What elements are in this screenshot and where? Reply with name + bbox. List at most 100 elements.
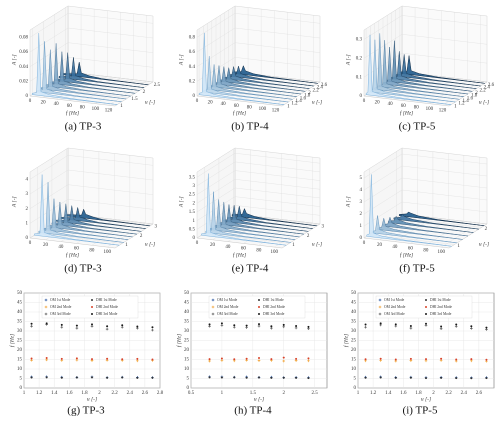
y-tick-label: 30 bbox=[351, 329, 357, 334]
x-tick-label: 80 bbox=[256, 248, 262, 253]
legend-swatch bbox=[211, 305, 215, 309]
z-tick-label: 0 bbox=[26, 94, 29, 99]
x-tick-label: 60 bbox=[241, 247, 247, 252]
marker bbox=[121, 324, 124, 327]
marker bbox=[106, 376, 109, 379]
marker bbox=[364, 358, 367, 361]
y-tick-label: 1 bbox=[287, 104, 290, 109]
z-tick-label: 2 bbox=[193, 201, 196, 206]
marker bbox=[282, 356, 285, 359]
y-tick-label: 1.5 bbox=[131, 97, 138, 102]
marker bbox=[470, 377, 473, 380]
panel: 0 5 10 15 20 25 30 35 40 45 50 1 1.2 1.4 1.6 1.8 2 2.2 2.4… bbox=[8, 291, 163, 416]
marker bbox=[220, 359, 224, 362]
panel: 0 5 10 15 20 25 30 35 40 45 50 0.5 1 1.5 2 2.5 f [Hz] u [… bbox=[175, 291, 328, 417]
grid-line bbox=[249, 12, 288, 103]
panel: 0 0.5 1 1.5 2 2.5 3 3.5 0 20 40 60 80 100 1 2 3 A [-] f [H… bbox=[178, 147, 325, 275]
legend-box bbox=[375, 295, 473, 319]
y-tick-label: 2 bbox=[307, 234, 310, 239]
legend-swatch bbox=[258, 306, 260, 308]
legend-swatch bbox=[378, 305, 382, 309]
z-tick-label: 0.1 bbox=[356, 75, 363, 80]
legend-label: OM 1st Mode bbox=[50, 298, 71, 302]
spectrum-slice bbox=[366, 174, 452, 247]
marker bbox=[307, 327, 310, 331]
z-tick-label: 2.5 bbox=[189, 193, 196, 198]
z-tick-label: 4 bbox=[26, 177, 29, 182]
marker bbox=[220, 357, 223, 360]
marker bbox=[60, 376, 63, 379]
marker bbox=[439, 327, 443, 331]
marker bbox=[257, 324, 261, 328]
marker bbox=[455, 358, 458, 361]
legend-swatch bbox=[425, 306, 427, 308]
marker bbox=[60, 357, 63, 360]
x-tick-label: 1.8 bbox=[415, 391, 422, 396]
marker bbox=[470, 358, 473, 361]
grid-line bbox=[274, 157, 313, 248]
legend-label: DHI 1st Mode bbox=[96, 298, 117, 302]
marker bbox=[233, 376, 236, 379]
y-tick-label: 1.2 bbox=[458, 102, 465, 107]
marker bbox=[90, 324, 94, 328]
marker bbox=[232, 325, 236, 329]
legend-swatch bbox=[211, 298, 215, 302]
z-tick-label: 0 bbox=[193, 94, 196, 99]
y-tick-label: 40 bbox=[351, 310, 357, 315]
grid-line bbox=[108, 15, 147, 106]
z-tick-label: 2 bbox=[360, 212, 363, 217]
caption: (h) TP-4 bbox=[234, 405, 272, 417]
x-tick-label: 1.4 bbox=[51, 391, 58, 396]
y-tick-label: 20 bbox=[17, 348, 23, 353]
z-tick-label: 0.5 bbox=[189, 227, 196, 232]
y-tick-label: 50 bbox=[17, 291, 23, 296]
x-tick-label: 1 bbox=[357, 391, 360, 396]
y-tick-label: 10 bbox=[351, 367, 357, 372]
marker bbox=[257, 359, 261, 362]
marker bbox=[136, 376, 139, 379]
legend-swatch bbox=[258, 299, 260, 301]
x-tick-label: 40 bbox=[388, 102, 394, 107]
marker bbox=[105, 327, 109, 331]
y-tick-label: 30 bbox=[17, 329, 23, 334]
y-tick-label: 40 bbox=[17, 310, 23, 315]
x-tick-label: 80 bbox=[89, 248, 95, 253]
x-tick-label: 1 bbox=[23, 391, 26, 396]
x-tick-label: 1.2 bbox=[36, 391, 43, 396]
marker bbox=[485, 326, 488, 329]
marker bbox=[294, 326, 298, 330]
grid-line bbox=[429, 13, 468, 104]
marker bbox=[295, 376, 298, 379]
grid-line bbox=[236, 10, 275, 101]
grid-line bbox=[441, 157, 480, 248]
caption: (c) TP-5 bbox=[399, 121, 436, 133]
x-axis-label: f [Hz] bbox=[400, 109, 413, 116]
marker bbox=[455, 323, 458, 326]
legend-label: OM 2nd Mode bbox=[217, 305, 239, 309]
y-tick-label: 5 bbox=[187, 377, 190, 382]
y-tick-label: 2.4 bbox=[484, 86, 491, 91]
marker bbox=[45, 358, 48, 362]
marker bbox=[409, 326, 413, 330]
x-tick-label: 80 bbox=[247, 105, 253, 110]
legend-label: OM 3rd Mode bbox=[50, 312, 71, 316]
z-tick-label: 1.5 bbox=[189, 210, 196, 215]
legend-label: DHI 1st Mode bbox=[263, 298, 284, 302]
marker bbox=[60, 325, 64, 329]
x-tick-label: 1.6 bbox=[400, 391, 407, 396]
z-tick-label: 0.04 bbox=[19, 65, 28, 70]
grid-line bbox=[91, 155, 130, 246]
y-tick-label: 2 bbox=[143, 90, 146, 95]
y-tick-label: 2.6 bbox=[321, 83, 328, 88]
y-axis-label: f [Hz] bbox=[175, 334, 182, 347]
x-tick-label: 20 bbox=[43, 243, 49, 248]
x-tick-label: 2.4 bbox=[461, 391, 468, 396]
z-axis-label: A [-] bbox=[11, 54, 17, 66]
marker bbox=[106, 357, 109, 360]
caption: (f) TP-5 bbox=[399, 263, 435, 275]
z-tick-label: 1 bbox=[26, 221, 29, 226]
x-tick-label: 0 bbox=[196, 241, 199, 246]
grid-line bbox=[107, 157, 146, 248]
marker bbox=[440, 325, 443, 328]
z-tick-label: 0 bbox=[360, 236, 363, 241]
